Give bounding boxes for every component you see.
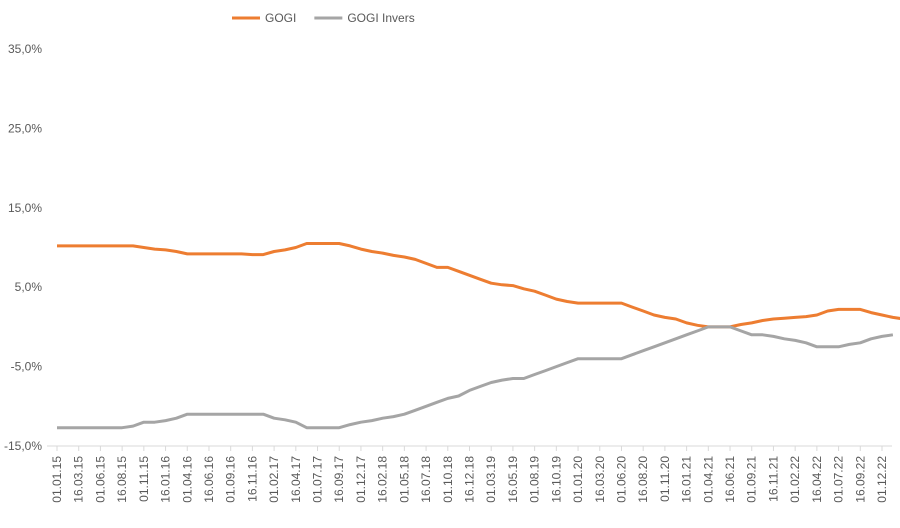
x-tick-label: 16.07.18: [419, 456, 433, 503]
legend-item: GOGI Invers: [314, 11, 415, 25]
x-tick-label: 16.08.15: [115, 456, 129, 503]
x-tick-label: 16.09.17: [332, 456, 346, 503]
y-tick-label: 15,0%: [8, 201, 42, 215]
x-tick-label: 16.08.20: [636, 456, 650, 503]
x-tick-label: 01.03.19: [484, 456, 498, 503]
y-tick-label: 25,0%: [8, 121, 42, 135]
x-tick-label: 16.03.20: [593, 456, 607, 503]
x-tick-label: 16.04.22: [810, 456, 824, 503]
x-tick-label: 16.12.18: [463, 456, 477, 503]
x-tick-label: 01.07.17: [311, 456, 325, 503]
x-tick-label: 01.07.22: [832, 456, 846, 503]
x-tick-label: 16.01.16: [159, 456, 173, 503]
x-tick-label: 16.05.19: [506, 456, 520, 503]
x-tick-label: 01.10.18: [441, 456, 455, 503]
x-tick-label: 16.06.16: [202, 456, 216, 503]
y-tick-label: 5,0%: [15, 280, 43, 294]
x-tick-label: 16.11.16: [245, 456, 259, 502]
y-tick-label: -15,0%: [4, 439, 42, 453]
x-tick-label: 01.06.15: [93, 456, 107, 503]
x-tick-label: 01.06.20: [614, 456, 628, 503]
x-tick-label: 01.04.16: [180, 456, 194, 503]
x-tick-label: 16.10.19: [549, 456, 563, 503]
x-tick-label: 01.11.20: [658, 456, 672, 502]
y-tick-label: 35,0%: [8, 42, 42, 56]
legend-item: GOGI: [232, 11, 296, 25]
x-tick-label: 16.06.21: [723, 456, 737, 503]
x-tick-label: 16.11.21: [766, 456, 780, 502]
series-line: [57, 242, 900, 329]
x-tick-label: 01.02.17: [267, 456, 281, 503]
y-tick-label: -5,0%: [11, 360, 43, 374]
x-tick-label: 01.12.17: [354, 456, 368, 503]
legend-label: GOGI Invers: [347, 11, 414, 25]
x-tick-label: 01.09.21: [745, 456, 759, 503]
x-tick-label: 01.11.15: [137, 456, 151, 502]
x-tick-label: 01.01.15: [50, 456, 64, 503]
series-line: [57, 325, 894, 430]
x-tick-label: 01.02.22: [788, 456, 802, 503]
x-tick-label: 16.01.21: [680, 456, 694, 503]
legend-label: GOGI: [265, 11, 296, 25]
x-tick-label: 01.04.21: [701, 456, 715, 503]
x-tick-label: 16.02.18: [376, 456, 390, 503]
x-tick-label: 01.05.18: [397, 456, 411, 503]
x-tick-label: 16.09.22: [853, 456, 867, 503]
x-tick-label: 01.09.16: [224, 456, 238, 503]
x-tick-label: 01.08.19: [528, 456, 542, 503]
x-tick-label: 16.04.17: [289, 456, 303, 503]
x-tick-label: 01.12.22: [875, 456, 889, 503]
x-tick-label: 16.03.15: [72, 456, 86, 503]
x-tick-label: 01.01.20: [571, 456, 585, 503]
